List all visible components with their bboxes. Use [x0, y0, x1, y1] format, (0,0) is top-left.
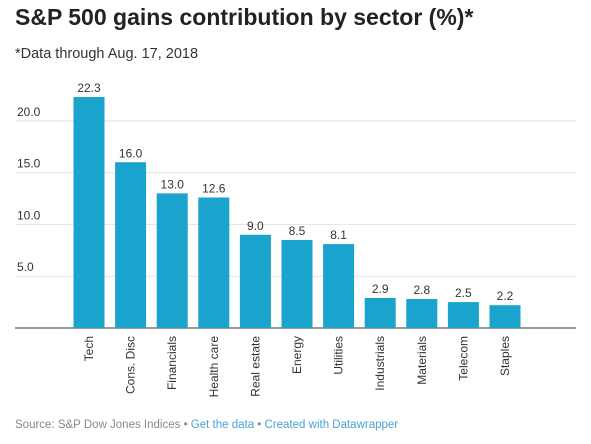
x-tick-label: Energy	[290, 336, 304, 374]
x-tick-label: Tech	[82, 336, 96, 361]
bar-tech[interactable]	[73, 97, 105, 328]
bar-energy[interactable]	[281, 239, 313, 328]
bar-staples[interactable]	[489, 305, 521, 328]
bar-value-label: 8.5	[289, 224, 306, 238]
bar-value-label: 2.9	[372, 282, 389, 296]
chart-footer: Source: S&P Dow Jones Indices • Get the …	[15, 419, 398, 431]
bar-materials[interactable]	[406, 298, 438, 328]
y-tick-label: 5.0	[17, 260, 34, 274]
x-tick-label: Real estate	[248, 336, 262, 397]
bar-value-label: 8.1	[330, 228, 347, 242]
bar-value-label: 22.3	[77, 81, 101, 95]
bar-value-label: 12.6	[202, 181, 226, 195]
datawrapper-link[interactable]: Created with Datawrapper	[264, 419, 399, 431]
footer-separator: •	[257, 419, 262, 431]
bar-chart: 5.0 10.0 15.0 20.0 22.3 Tech 16.0 Cons. Disc 13.…	[15, 81, 576, 398]
x-tick-label: Cons. Disc	[124, 336, 138, 394]
x-tick-label: Staples	[498, 336, 512, 376]
bar-health-care[interactable]	[198, 197, 230, 328]
bar-utilities[interactable]	[323, 244, 355, 328]
bar-real-estate[interactable]	[239, 234, 271, 328]
bar-value-label: 2.5	[455, 286, 472, 300]
x-tick-label: Industrials	[373, 336, 387, 391]
x-tick-label: Utilities	[332, 336, 346, 375]
chart-subtitle: *Data through Aug. 17, 2018	[15, 46, 199, 62]
source-note: Source: S&P Dow Jones Indices	[15, 419, 181, 431]
bar-value-label: 2.8	[413, 283, 430, 297]
bar-value-label: 2.2	[497, 289, 514, 303]
x-tick-label: Health care	[207, 336, 221, 398]
bar-financials[interactable]	[156, 193, 188, 328]
footer-separator: •	[183, 419, 188, 431]
y-tick-label: 20.0	[17, 105, 41, 119]
bar-cons-disc[interactable]	[115, 162, 147, 328]
bar-value-label: 13.0	[161, 177, 185, 191]
bar-telecom[interactable]	[447, 302, 479, 328]
bar-value-label: 9.0	[247, 219, 264, 233]
x-tick-label: Telecom	[456, 336, 470, 381]
get-data-link[interactable]: Get the data	[190, 419, 255, 431]
x-tick-label: Financials	[165, 336, 179, 390]
chart-title: S&P 500 gains contribution by sector (%)…	[15, 4, 474, 30]
bar-value-label: 16.0	[119, 146, 143, 160]
bar-industrials[interactable]	[364, 297, 396, 328]
y-tick-label: 15.0	[17, 157, 41, 171]
x-tick-label: Materials	[415, 336, 429, 385]
y-tick-label: 10.0	[17, 208, 41, 222]
